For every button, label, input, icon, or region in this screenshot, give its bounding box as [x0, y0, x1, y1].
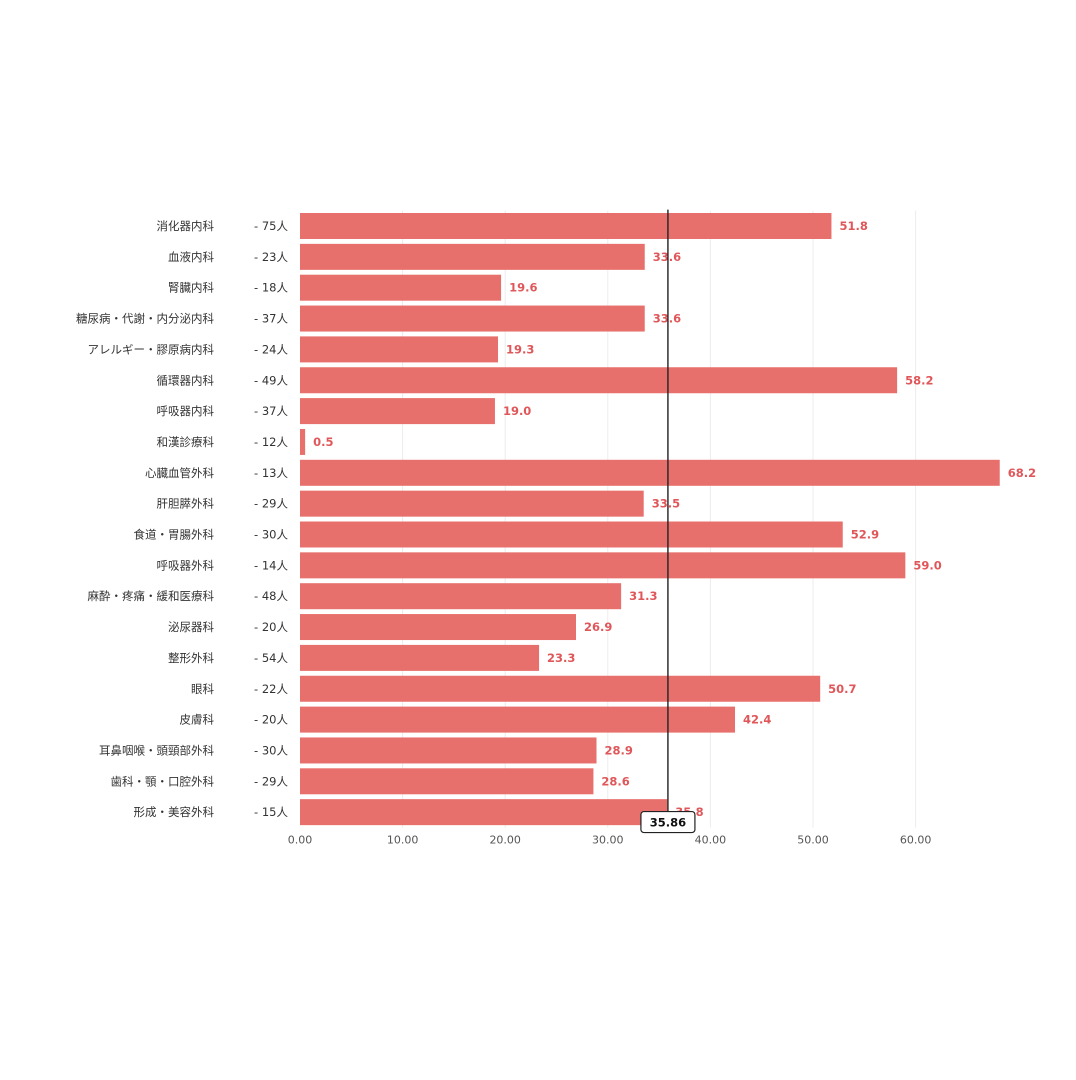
category-label: 呼吸器内科 [157, 404, 215, 418]
count-label: - 48人 [254, 589, 288, 603]
category-label: 心臓血管外科 [145, 466, 214, 480]
x-tick-label: 0.00 [288, 834, 313, 847]
bar [300, 614, 576, 641]
value-label: 42.4 [743, 713, 771, 727]
bar [300, 552, 906, 579]
x-tick-label: 40.00 [695, 834, 727, 847]
bar [300, 459, 1000, 486]
value-label: 28.9 [605, 743, 633, 757]
count-label: - 22人 [254, 682, 288, 696]
count-label: - 23人 [254, 250, 288, 264]
count-label: - 37人 [254, 404, 288, 418]
category-label: アレルギー・膠原病内科 [88, 342, 215, 356]
bar [300, 213, 832, 239]
x-tick-label: 10.00 [387, 834, 419, 847]
count-label: - 14人 [254, 558, 288, 572]
x-axis-ticks: 0.00 10.00 20.00 30.00 40.00 50.00 60.00 [288, 834, 932, 847]
reference-label: 35.86 [650, 816, 686, 830]
category-label: 消化器内科 [157, 219, 215, 233]
category-label: 麻酔・疼痛・緩和医療科 [88, 589, 215, 603]
value-label: 23.3 [547, 651, 575, 665]
count-label: - 20人 [254, 620, 288, 634]
value-label: 50.7 [828, 682, 856, 696]
value-label: 26.9 [584, 620, 612, 634]
x-tick-label: 60.00 [900, 834, 932, 847]
category-label: 血液内科 [168, 250, 214, 264]
category-label: 和漢診療科 [157, 435, 215, 449]
bar [300, 675, 821, 702]
count-label: - 29人 [254, 774, 288, 788]
value-label: 51.8 [839, 219, 867, 233]
count-label: - 49人 [254, 373, 288, 387]
grid-lines [402, 210, 917, 828]
count-label: - 30人 [254, 743, 288, 757]
count-label: - 18人 [254, 281, 288, 295]
category-label: 腎臓内科 [168, 281, 214, 295]
value-label: 28.6 [601, 774, 629, 788]
category-label: 整形外科 [168, 651, 214, 665]
bar [300, 644, 540, 671]
category-label: 糖尿病・代謝・内分泌内科 [76, 312, 214, 326]
reference-badge [640, 810, 696, 834]
bar [300, 768, 594, 795]
count-label: - 12人 [254, 435, 288, 449]
bar [300, 583, 622, 610]
category-label: 耳鼻咽喉・頭頸部外科 [99, 743, 214, 757]
category-label: 食道・胃腸外科 [134, 528, 215, 542]
bar [300, 305, 645, 332]
count-label: - 15人 [254, 805, 288, 819]
x-tick-label: 20.00 [489, 834, 521, 847]
bar [300, 398, 495, 425]
category-label: 呼吸器外科 [157, 558, 215, 572]
value-label: 19.0 [503, 404, 531, 418]
value-label: 52.9 [851, 528, 879, 542]
reference-line-group: 35.86 [640, 209, 696, 834]
bar [300, 243, 645, 270]
count-label: - 13人 [254, 466, 288, 480]
bars [300, 213, 1000, 826]
x-tick-label: 30.00 [592, 834, 624, 847]
bar [300, 274, 502, 301]
bar [300, 367, 898, 394]
value-label: 33.6 [653, 312, 681, 326]
bar [300, 799, 668, 826]
count-label: - 20人 [254, 713, 288, 727]
value-label: 33.6 [653, 250, 681, 264]
value-label: 59.0 [913, 558, 941, 572]
x-tick-label: 50.00 [797, 834, 829, 847]
bar [300, 336, 499, 363]
category-label: 歯科・顎・口腔外科 [111, 774, 215, 788]
value-label: 33.5 [652, 497, 680, 511]
count-label: - 30人 [254, 528, 288, 542]
category-label: 肝胆膵外科 [157, 497, 215, 511]
category-label: 眼科 [191, 682, 214, 696]
bar [300, 521, 843, 548]
count-label: - 75人 [254, 219, 288, 233]
bar [300, 737, 597, 764]
value-label: 19.3 [506, 342, 534, 356]
count-label: - 37人 [254, 312, 288, 326]
bar [300, 490, 644, 517]
value-label: 19.6 [509, 281, 537, 295]
count-label: - 54人 [254, 651, 288, 665]
category-label: 循環器内科 [157, 373, 215, 387]
category-label: 皮膚科 [180, 713, 215, 727]
bar [300, 428, 306, 455]
value-label: 0.5 [313, 435, 333, 449]
count-label: - 29人 [254, 497, 288, 511]
category-label: 泌尿器科 [168, 620, 214, 634]
value-label: 68.2 [1008, 466, 1036, 480]
category-label: 形成・美容外科 [134, 805, 215, 819]
value-label: 58.2 [905, 373, 933, 387]
value-label: 31.3 [629, 589, 657, 603]
count-label: - 24人 [254, 342, 288, 356]
bar [300, 706, 736, 733]
